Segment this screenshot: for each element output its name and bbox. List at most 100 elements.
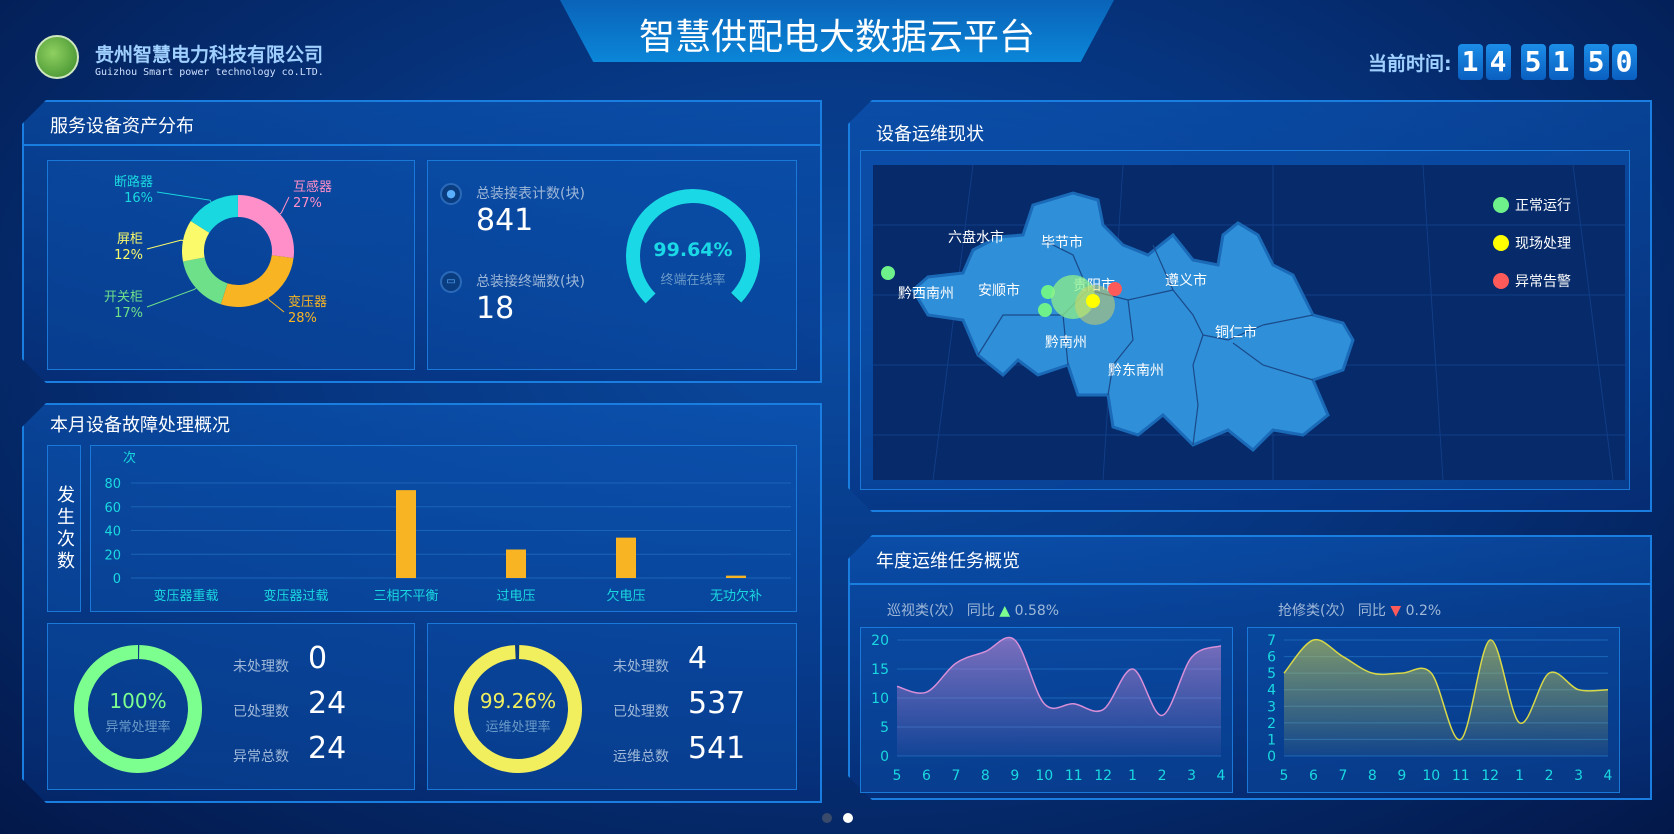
x-tick-label: 三相不平衡: [373, 589, 438, 604]
donut-label-pct: 17%: [114, 306, 143, 321]
donut-slice: [190, 195, 239, 234]
panel-title: 设备运维现状: [876, 124, 984, 145]
asset-donut-box: 互感器 27% 变压器 28% 开关柜 17% 屏柜 12% 断路器 16%: [47, 160, 415, 370]
page-dot-2-active[interactable]: [843, 813, 853, 823]
meter-icon: ●: [440, 183, 462, 205]
marker-onsite[interactable]: [1086, 294, 1100, 308]
abnormal-rate-ring: [74, 645, 202, 773]
legend-item[interactable]: 正常运行: [1493, 195, 1571, 215]
ring-fill: [74, 645, 202, 773]
x-tick-label: 1: [1128, 768, 1137, 784]
region-label-tongren: 铜仁市: [1215, 324, 1257, 341]
y-tick-label: 5: [880, 720, 889, 736]
trend-down-icon: ▼: [1390, 603, 1402, 619]
fault-panel: 本月设备故障处理概况: [22, 403, 822, 803]
y-tick-label: 3: [1267, 699, 1276, 715]
donut-label-name: 断路器: [114, 174, 153, 190]
ops-rate-ring: [454, 645, 582, 773]
map-area[interactable]: 六盘水市 毕节市 贵阳市 遵义市 黔西南州 安顺市 铜仁市 黔南州 黔东南州 正…: [873, 165, 1625, 480]
y-tick-label: 15: [871, 662, 889, 678]
donut-leader-line: [146, 287, 197, 308]
patrol-title: 巡视类(次）: [887, 603, 963, 619]
donut-label-name: 开关柜: [104, 290, 143, 305]
clock-digit: 5: [1520, 44, 1546, 80]
x-tick-label: 8: [1368, 768, 1377, 784]
y-tick-label: 6: [1267, 650, 1276, 666]
x-tick-label: 7: [951, 768, 960, 784]
patrol-chart-box: 0 5 10 15 20 5 6 7 8 9 10 11 12 1 2 3 4: [860, 627, 1233, 793]
repair-header: 抢修类(次） 同比 ▼ 0.2%: [1278, 600, 1441, 620]
x-tick-label: 7: [1338, 768, 1347, 784]
legend-item[interactable]: 现场处理: [1493, 233, 1571, 253]
y-tick-label: 60: [104, 501, 121, 516]
y-tick-label: 1: [1267, 732, 1276, 748]
y-tick-label: 40: [104, 525, 121, 540]
y-axis-unit: 次: [123, 450, 136, 466]
donut-label-pct: 28%: [288, 311, 317, 326]
fault-side-label: 发生次数: [54, 484, 75, 573]
stat-value: 541: [688, 731, 746, 766]
marker-normal[interactable]: [881, 266, 895, 280]
x-tick-label: 无功欠补: [710, 588, 762, 604]
y-tick-label: 0: [1267, 749, 1276, 765]
clock-digit: 1: [1457, 44, 1483, 80]
x-tick-label: 变压器过载: [263, 588, 328, 604]
donut-leader-line: [156, 191, 212, 203]
panel-title: 年度运维任务概览: [876, 551, 1020, 572]
donut-slice: [183, 256, 229, 305]
y-tick-label: 2: [1267, 716, 1276, 732]
y-tick-label: 5: [1267, 666, 1276, 682]
stat-value: 537: [688, 686, 746, 721]
legend-label: 现场处理: [1515, 236, 1571, 252]
abnormal-rate-value: 100%: [109, 689, 167, 713]
panel-title: 本月设备故障处理概况: [50, 415, 230, 436]
terminal-monitor-icon: ▭: [440, 271, 462, 293]
legend-item[interactable]: 异常告警: [1493, 271, 1571, 291]
repair-chart-box: 0 1 2 3 4 5 6 7 5 6 7 8 9 10 11 12 1 2 3 4: [1247, 627, 1620, 793]
donut-leader-line: [267, 298, 285, 313]
x-tick-label: 6: [922, 768, 931, 784]
marker-normal[interactable]: [1038, 303, 1052, 317]
series-line: [1283, 638, 1609, 741]
legend-label: 正常运行: [1515, 198, 1571, 214]
x-tick-label: 2: [1158, 768, 1167, 784]
x-tick-label: 欠电压: [606, 588, 645, 604]
gauge-fill: [626, 189, 760, 304]
status-markers: [881, 266, 1122, 325]
marker-alarm[interactable]: [1108, 282, 1122, 296]
region-label-qianxinan: 黔西南州: [898, 286, 954, 302]
x-tick-label: 12: [1094, 768, 1112, 784]
donut-leader-line: [146, 239, 184, 250]
stat-label: 运维总数: [613, 749, 669, 765]
y-tick-label: 4: [1267, 683, 1276, 699]
donut-label-pct: 12%: [114, 248, 143, 263]
region-label-bijie: 毕节市: [1041, 234, 1083, 251]
map-legend: 正常运行 现场处理 异常告警: [1493, 195, 1571, 309]
page-dot-1[interactable]: [822, 813, 832, 823]
company-name-en: Guizhou Smart power technology co.LTD.: [95, 67, 324, 78]
fault-bar-box: 次 0 20 40 60 80 变压器重载 变压器过载 三相不平衡 过电压 欠电压 无功欠补: [90, 445, 797, 612]
x-tick-label: 5: [1280, 768, 1289, 784]
patrol-header: 巡视类(次） 同比 ▲ 0.58%: [887, 600, 1059, 620]
x-tick-label: 过电压: [496, 589, 535, 604]
ops-box: 99.26% 运维处理率 未处理数 4 已处理数 537 运维总数 541: [427, 623, 797, 790]
x-tick-label: 12: [1481, 768, 1499, 784]
stat-label: 未处理数: [613, 659, 669, 675]
header-banner: [560, 0, 1114, 62]
donut-slice: [182, 221, 210, 262]
y-tick-label: 0: [113, 572, 121, 587]
ring-fill: [454, 645, 582, 773]
donut-label-name: 变压器: [288, 294, 327, 310]
gauge-value: 99.64%: [653, 239, 733, 261]
fault-side-label-box: 发生次数: [47, 445, 81, 612]
x-tick-label: 4: [1217, 768, 1226, 784]
clock-digit: 1: [1548, 44, 1574, 80]
y-tick-label: 10: [871, 691, 889, 707]
x-tick-label: 3: [1187, 768, 1196, 784]
bar: [616, 537, 636, 578]
x-tick-label: 6: [1309, 768, 1318, 784]
bar: [396, 490, 416, 578]
guizhou-map[interactable]: 六盘水市 毕节市 贵阳市 遵义市 黔西南州 安顺市 铜仁市 黔南州 黔东南州: [873, 165, 1625, 480]
